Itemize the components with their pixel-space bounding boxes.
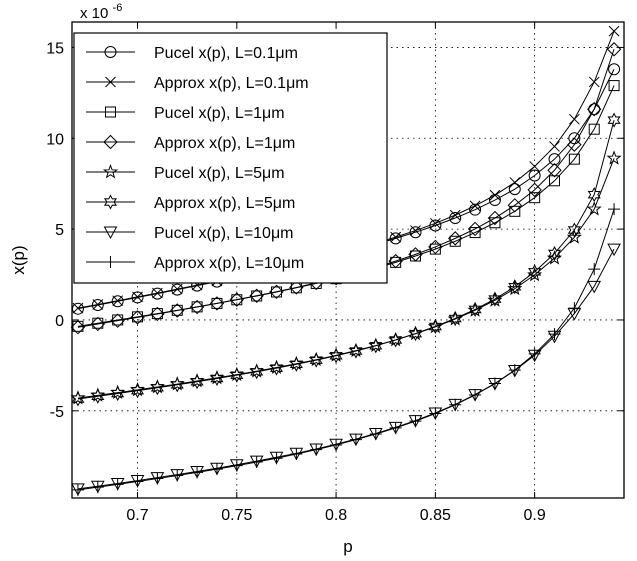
data-point xyxy=(390,422,402,434)
data-point xyxy=(191,466,203,478)
data-point xyxy=(550,141,560,151)
data-point xyxy=(469,389,481,401)
data-point xyxy=(112,478,124,490)
data-point xyxy=(489,378,501,390)
legend: Pucel x(p), L=0.1μm Approx x(p), L=0.1μm P… xyxy=(74,33,387,283)
y-tick-label: 0 xyxy=(55,313,64,330)
legend-label: Approx x(p), L=1μm xyxy=(154,135,295,152)
data-point xyxy=(429,408,441,420)
x-tick-label: 0.85 xyxy=(420,507,451,524)
legend-label: Approx x(p), L=0.1μm xyxy=(154,75,309,92)
data-point xyxy=(231,460,243,472)
x-axis-label: p xyxy=(343,537,352,556)
data-point xyxy=(589,77,599,87)
data-point xyxy=(450,210,460,220)
data-point xyxy=(609,81,619,91)
data-point xyxy=(310,444,322,456)
data-point xyxy=(330,439,342,451)
data-point xyxy=(350,434,362,446)
legend-label: Pucel x(p), L=1μm xyxy=(154,105,285,122)
x-tick-label: 0.8 xyxy=(325,507,347,524)
data-point xyxy=(290,448,302,460)
data-point xyxy=(449,399,461,411)
y-tick-label: -5 xyxy=(50,404,64,421)
data-point xyxy=(92,481,104,493)
y-axis-label: x(p) xyxy=(9,245,28,274)
data-point xyxy=(609,64,620,75)
data-point xyxy=(72,484,84,496)
legend-label: Approx x(p), L=10μm xyxy=(154,255,304,272)
legend-label: Pucel x(p), L=5μm xyxy=(154,165,285,182)
series-line xyxy=(78,249,614,489)
data-point xyxy=(211,463,223,475)
y-tick-label: 10 xyxy=(46,131,64,148)
data-point xyxy=(370,428,382,440)
y-tick-label: 5 xyxy=(55,222,64,239)
data-point xyxy=(251,456,263,468)
data-point xyxy=(171,469,183,481)
y-tick-label: 15 xyxy=(46,40,64,57)
exponent-label: x 10 -6 xyxy=(80,2,122,22)
data-point xyxy=(410,415,422,427)
data-point xyxy=(588,263,600,275)
x-tick-label: 0.75 xyxy=(221,507,252,524)
legend-label: Approx x(p), L=5μm xyxy=(154,195,295,212)
legend-label: Pucel x(p), L=0.1μm xyxy=(154,45,298,62)
x-tick-label: 0.9 xyxy=(524,507,546,524)
data-point xyxy=(510,177,520,187)
x-tick-label: 0.7 xyxy=(126,507,148,524)
data-point xyxy=(490,190,500,200)
exponent-base: x 10 xyxy=(80,5,108,22)
data-point xyxy=(608,203,620,215)
legend-box xyxy=(74,33,387,283)
data-point xyxy=(151,473,163,485)
data-point xyxy=(569,114,579,124)
data-point xyxy=(271,452,283,464)
data-point xyxy=(609,26,619,36)
data-point xyxy=(132,475,144,487)
legend-label: Pucel x(p), L=10μm xyxy=(154,225,294,242)
exponent-power: -6 xyxy=(113,2,123,14)
data-point xyxy=(608,152,620,164)
